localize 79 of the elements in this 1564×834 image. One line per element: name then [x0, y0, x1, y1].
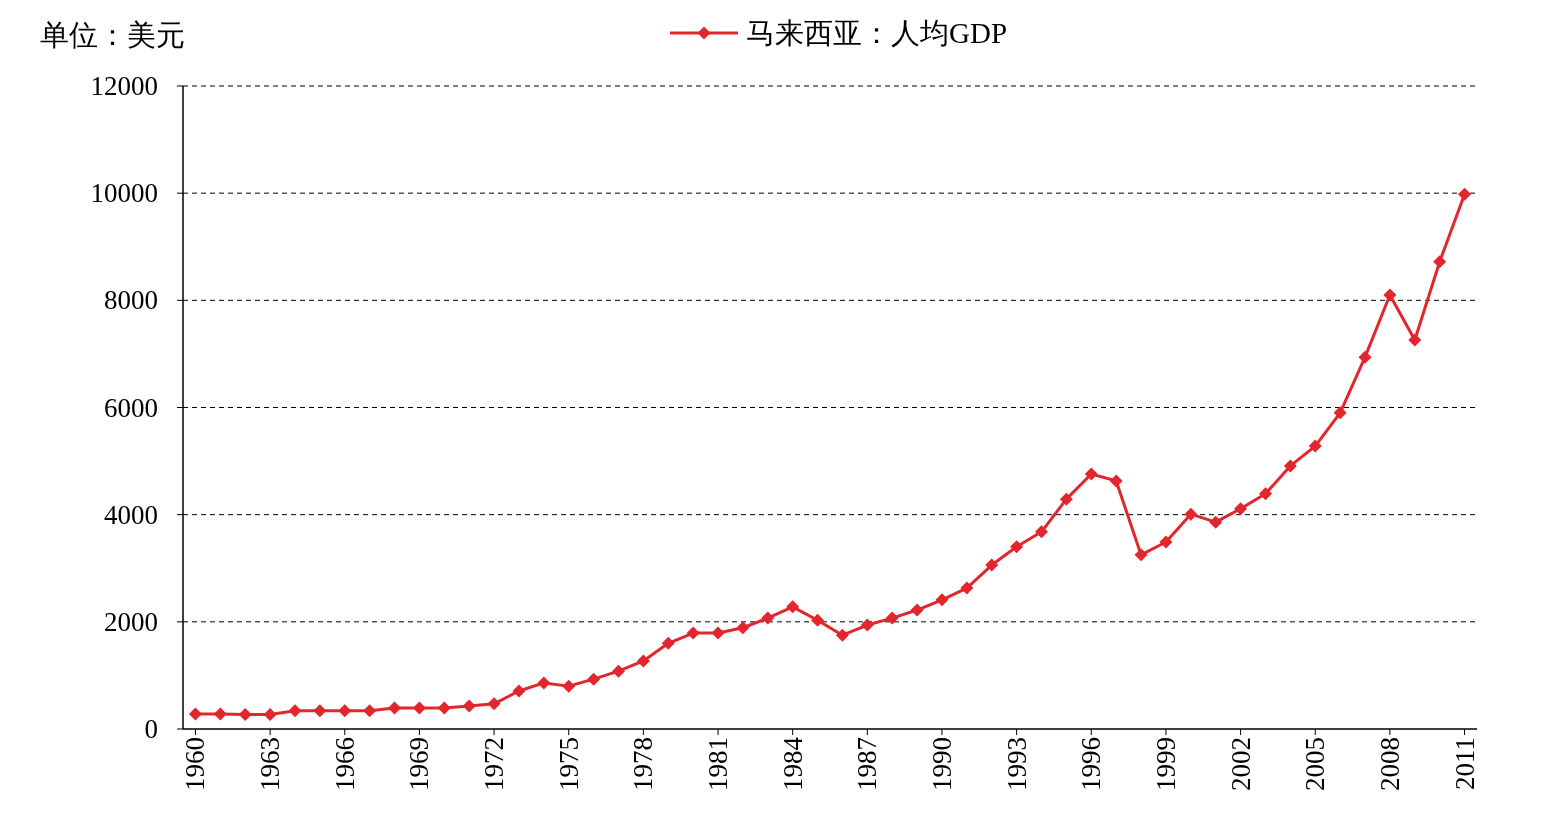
point: [611, 664, 625, 678]
x-tick-label: 1990: [926, 737, 957, 791]
point: [238, 708, 252, 722]
y-tick-label: 10000: [90, 178, 158, 209]
point: [910, 603, 924, 617]
x-tick-label: 1996: [1076, 737, 1107, 791]
point: [487, 697, 501, 711]
point: [412, 701, 426, 715]
point: [288, 704, 302, 718]
point: [1134, 548, 1148, 562]
x-tick-label: 1984: [777, 736, 808, 791]
point: [437, 701, 451, 715]
point: [1283, 459, 1297, 473]
point: [363, 704, 377, 718]
legend-label: 马来西亚：人均GDP: [746, 17, 1008, 49]
point: [1383, 288, 1397, 302]
point: [1084, 467, 1098, 481]
point: [1433, 255, 1447, 269]
y-tick-label: 8000: [104, 285, 158, 316]
point: [562, 679, 576, 693]
point: [686, 626, 700, 640]
x-tick-label: 1975: [553, 737, 584, 791]
point: [537, 676, 551, 690]
point: [935, 593, 949, 607]
point: [462, 699, 476, 713]
x-tick-label: 1972: [479, 737, 510, 791]
point: [1234, 502, 1248, 516]
point: [188, 707, 202, 721]
point: [1059, 492, 1073, 506]
point: [786, 600, 800, 614]
y-tick-label: 0: [144, 714, 158, 744]
point: [1333, 406, 1347, 420]
text: 单位：美元: [40, 19, 185, 51]
point: [1010, 540, 1024, 554]
point: [1258, 487, 1272, 501]
point: [860, 618, 874, 632]
point: [960, 581, 974, 595]
x-tick-label: 1966: [329, 737, 360, 791]
point: [835, 628, 849, 642]
point: [338, 704, 352, 718]
y-tick-label: 2000: [104, 606, 158, 637]
point: [1209, 515, 1223, 529]
y-tick-label: 6000: [104, 392, 158, 423]
point: [1109, 474, 1123, 488]
x-tick-label: 2008: [1374, 737, 1405, 791]
point: [1184, 507, 1198, 521]
point: [761, 611, 775, 625]
point: [213, 707, 227, 721]
x-tick-label: 1999: [1150, 737, 1181, 791]
x-tick-label: 2002: [1225, 737, 1256, 791]
x-tick-label: 1963: [255, 737, 286, 791]
point: [388, 701, 402, 715]
point: [1159, 535, 1173, 549]
point: [1308, 439, 1322, 453]
point: [711, 626, 725, 640]
point: [1358, 350, 1372, 364]
point: [885, 611, 899, 625]
point: [661, 636, 675, 650]
x-tick-label: 1978: [628, 737, 659, 791]
point: [736, 621, 750, 635]
point: [1408, 333, 1422, 347]
x-tick-label: 1993: [1001, 737, 1032, 791]
point: [636, 654, 650, 668]
point: [512, 684, 526, 698]
point: [587, 672, 601, 686]
x-tick-label: 1969: [404, 737, 435, 791]
y-tick-label: 4000: [104, 499, 158, 530]
point: [811, 613, 825, 627]
point: [1458, 187, 1472, 201]
point: [985, 558, 999, 572]
point: [1035, 525, 1049, 539]
x-tick-label: 1981: [703, 737, 734, 791]
x-tick-label: 2011: [1449, 737, 1480, 790]
x-tick-label: 1987: [852, 737, 883, 791]
x-tick-label: 1960: [180, 737, 211, 791]
point: [313, 704, 327, 718]
point: [263, 708, 277, 722]
y-tick-label: 12000: [90, 71, 158, 101]
x-tick-label: 2005: [1300, 737, 1331, 791]
